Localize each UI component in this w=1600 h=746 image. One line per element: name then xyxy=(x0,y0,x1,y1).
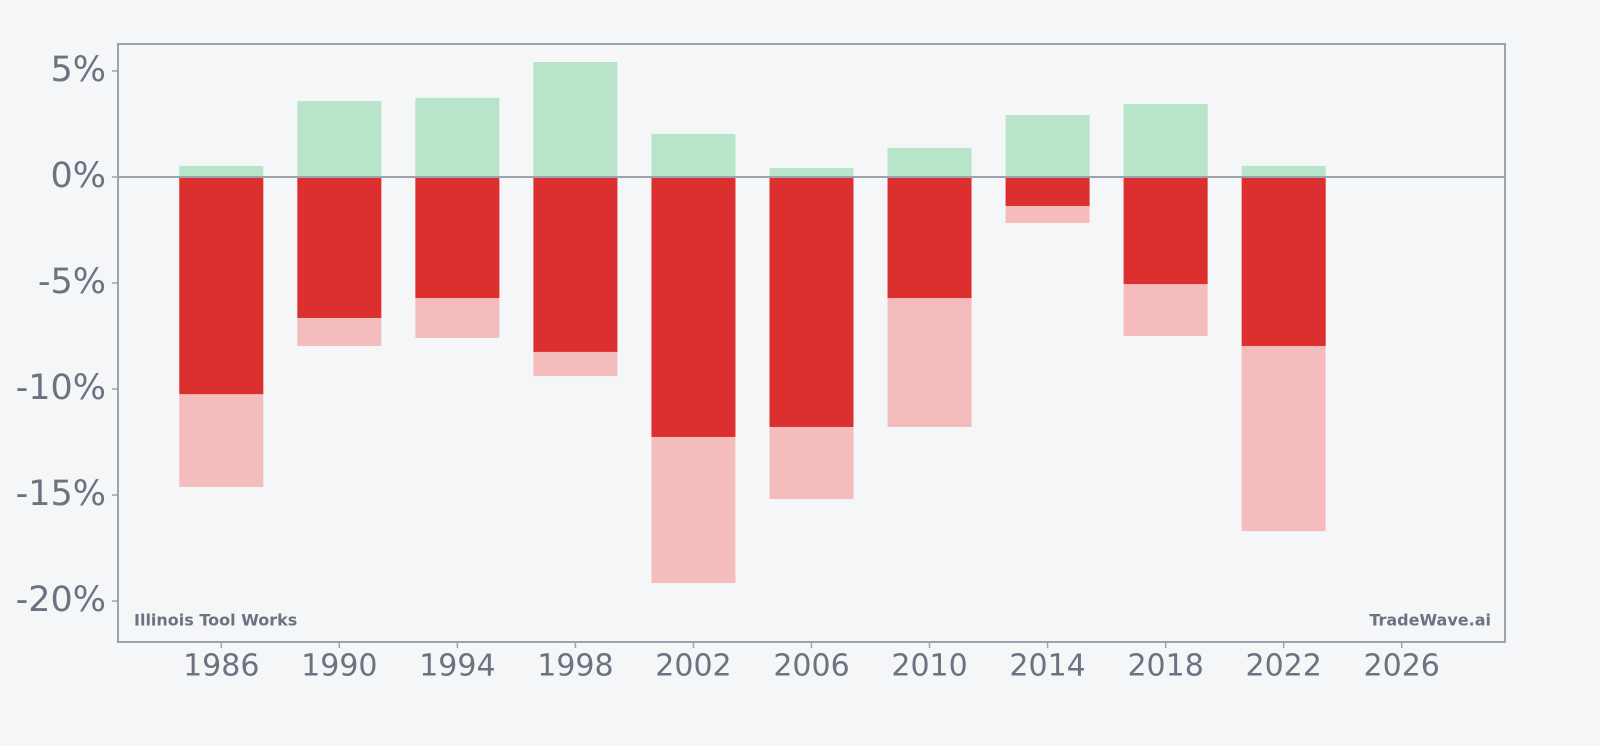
bar xyxy=(769,176,854,427)
y-tick-label: 5% xyxy=(50,50,106,90)
y-tick-label: -10% xyxy=(16,368,106,408)
bar xyxy=(887,147,972,177)
bar xyxy=(1123,176,1208,285)
y-tick-label: -15% xyxy=(16,474,106,514)
bar xyxy=(769,168,854,177)
x-tick-label: 1986 xyxy=(183,649,259,684)
x-tick-label: 2002 xyxy=(655,649,731,684)
bar xyxy=(1005,176,1090,207)
bar xyxy=(297,101,382,177)
bar xyxy=(1241,165,1326,177)
y-tick-label: -20% xyxy=(16,580,106,620)
x-tick-label: 2026 xyxy=(1364,649,1440,684)
bar xyxy=(415,176,500,299)
x-tick-label: 2010 xyxy=(891,649,967,684)
plot-border xyxy=(117,43,1506,643)
bar xyxy=(1123,104,1208,177)
x-tick-label: 1994 xyxy=(419,649,495,684)
bar xyxy=(533,176,618,352)
bar xyxy=(1005,115,1090,177)
bar xyxy=(415,97,500,177)
bar xyxy=(297,176,382,318)
annotation: Illinois Tool Works xyxy=(134,611,297,630)
x-tick-label: 2022 xyxy=(1245,649,1321,684)
bar xyxy=(651,133,736,177)
bar xyxy=(179,176,264,395)
annotation: TradeWave.ai xyxy=(1369,611,1491,630)
x-tick-label: 2018 xyxy=(1127,649,1203,684)
bar xyxy=(533,62,618,177)
x-tick-label: 2014 xyxy=(1009,649,1085,684)
x-tick-label: 1998 xyxy=(537,649,613,684)
y-tick-label: 0% xyxy=(50,156,106,196)
bar xyxy=(887,176,972,299)
y-tick-label: -5% xyxy=(38,262,106,302)
bar xyxy=(1241,176,1326,346)
bar xyxy=(651,176,736,437)
bar xyxy=(179,165,264,177)
x-tick-label: 2006 xyxy=(773,649,849,684)
x-tick-label: 1990 xyxy=(301,649,377,684)
